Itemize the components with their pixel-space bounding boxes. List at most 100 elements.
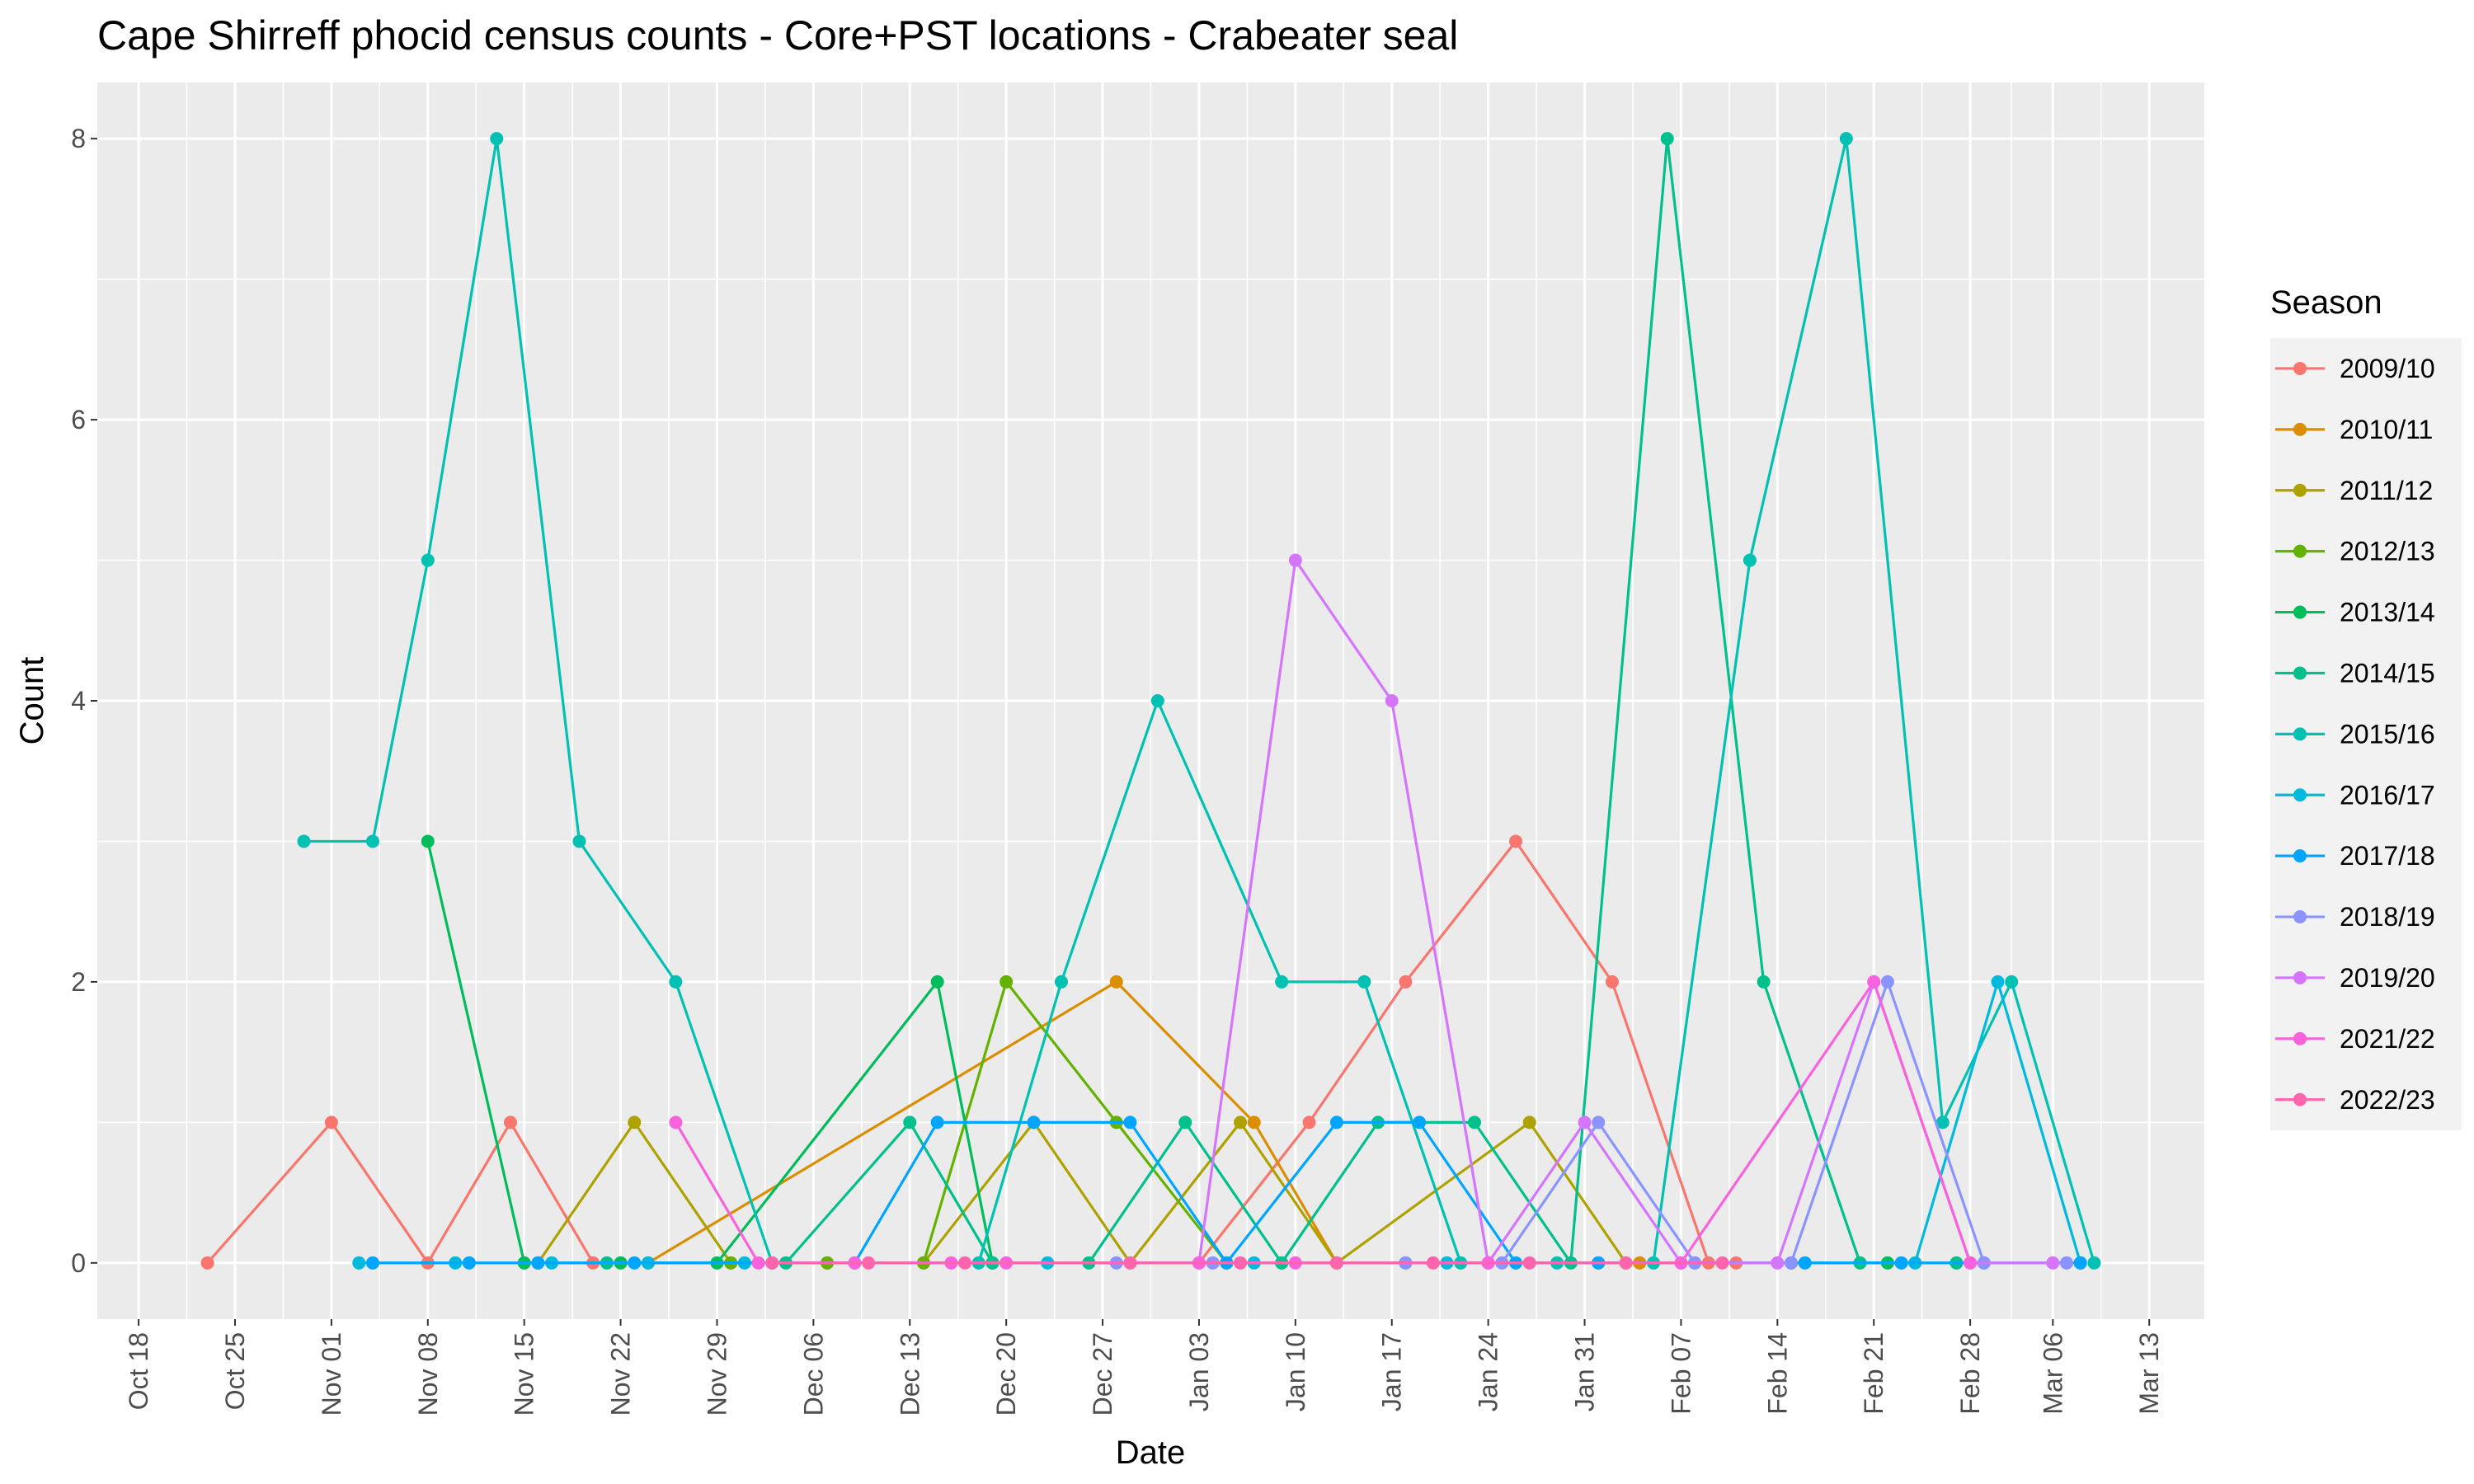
data-point <box>958 1256 972 1270</box>
data-point <box>1399 974 1413 989</box>
legend-item: 2011/12 <box>2275 476 2433 505</box>
data-point <box>765 1256 779 1270</box>
data-point <box>669 974 683 989</box>
data-point <box>2060 1256 2074 1270</box>
legend-label: 2021/22 <box>2340 1024 2435 1054</box>
legend-label: 2010/11 <box>2340 415 2433 444</box>
series-line <box>373 1120 2081 1265</box>
y-tick-label: 4 <box>71 686 86 716</box>
legend-item: 2014/15 <box>2275 658 2435 688</box>
legend-items: 2009/10 2010/11 2011/12 2012/13 2013/14 2014/… <box>2275 354 2435 1115</box>
data-point <box>1880 974 1894 989</box>
y-tick-label: 2 <box>71 967 86 997</box>
data-point <box>1605 974 1619 989</box>
data-point <box>1123 1115 1137 1129</box>
x-tick-label: Mar 13 <box>2134 1332 2164 1415</box>
data-point <box>1964 1256 1978 1270</box>
legend-key-point <box>2293 422 2307 436</box>
data-point <box>1123 1256 1137 1270</box>
data-point <box>1357 974 1371 989</box>
x-tick-label: Jan 24 <box>1474 1332 1503 1411</box>
data-point <box>1385 694 1399 707</box>
legend-label: 2012/13 <box>2340 537 2435 566</box>
x-tick-label: Jan 03 <box>1184 1332 1214 1411</box>
series-line <box>303 137 2095 1265</box>
legend-label: 2015/16 <box>2340 719 2435 749</box>
data-point <box>1757 974 1771 989</box>
data-point <box>421 834 435 848</box>
legend-item: 2018/19 <box>2275 902 2435 932</box>
x-tick-label: Nov 08 <box>413 1332 443 1416</box>
data-point <box>1426 1256 1440 1270</box>
legend-item: 2019/20 <box>2275 963 2435 993</box>
data-point <box>1522 1256 1536 1270</box>
data-point <box>1715 1256 1729 1270</box>
legend-key-point <box>2293 727 2307 741</box>
x-tick-label: Mar 06 <box>2038 1332 2067 1415</box>
data-point <box>200 1256 214 1270</box>
legend-key-point <box>2293 1092 2307 1106</box>
legend-label: 2017/18 <box>2340 841 2435 871</box>
data-point <box>1302 1115 1316 1129</box>
legend-key-point <box>2293 666 2307 680</box>
data-point <box>365 1256 379 1270</box>
legend-label: 2009/10 <box>2340 354 2435 383</box>
x-tick-label: Jan 10 <box>1281 1332 1310 1411</box>
x-tick-label: Feb 21 <box>1859 1332 1888 1415</box>
data-point <box>903 1115 917 1129</box>
data-point <box>1178 1115 1192 1129</box>
x-tick-label: Dec 20 <box>991 1332 1021 1416</box>
legend-item: 2016/17 <box>2275 780 2435 810</box>
legend-label: 2016/17 <box>2340 780 2435 810</box>
data-point <box>1329 1256 1343 1270</box>
data-point <box>1275 974 1289 989</box>
data-point <box>930 1115 944 1129</box>
data-point <box>2046 1256 2060 1270</box>
data-point <box>1509 834 1523 848</box>
x-tick-label: Feb 07 <box>1666 1332 1696 1415</box>
legend-key-point <box>2293 1031 2307 1045</box>
data-point <box>503 1115 517 1129</box>
series-line <box>206 839 1737 1265</box>
x-tick-label: Feb 28 <box>1955 1332 1985 1415</box>
x-tick-label: Nov 15 <box>510 1332 539 1416</box>
series-2022-23 <box>765 1256 1729 1270</box>
legend-key-point <box>2293 849 2307 863</box>
legend-key-point <box>2293 483 2307 497</box>
data-point <box>999 974 1014 989</box>
x-tick-label: Oct 25 <box>220 1332 250 1410</box>
data-point <box>1234 1256 1248 1270</box>
legend-key-point <box>2293 361 2307 375</box>
chart-title: Cape Shirreff phocid census counts - Cor… <box>97 12 1458 59</box>
data-point <box>751 1256 765 1270</box>
legend-item: 2012/13 <box>2275 537 2435 566</box>
data-point <box>421 553 435 567</box>
y-tick-label: 6 <box>71 405 86 434</box>
data-point <box>1771 1256 1785 1270</box>
data-point <box>1247 1115 1261 1129</box>
x-tick-label: Dec 06 <box>798 1332 828 1416</box>
data-point <box>1413 1115 1427 1129</box>
data-point <box>2073 1256 2087 1270</box>
data-point <box>297 834 311 848</box>
legend-label: 2011/12 <box>2340 476 2433 505</box>
legend-label: 2018/19 <box>2340 902 2435 932</box>
series-2014-15 <box>600 132 1964 1270</box>
legend-label: 2013/14 <box>2340 598 2435 627</box>
data-point <box>1894 1256 1908 1270</box>
data-point <box>462 1256 476 1270</box>
data-point <box>352 1256 366 1270</box>
legend: Season 2009/10 2010/11 2011/12 2012/13 2013/… <box>2270 284 2462 1130</box>
legend-key-point <box>2293 605 2307 619</box>
data-point <box>1743 553 1757 567</box>
legend-item: 2022/23 <box>2275 1085 2435 1115</box>
x-tick-label: Nov 22 <box>606 1332 636 1416</box>
data-point <box>669 1115 683 1129</box>
data-point <box>531 1256 545 1270</box>
legend-item: 2009/10 <box>2275 354 2435 383</box>
data-point <box>1839 132 1853 146</box>
data-point <box>2087 1256 2101 1270</box>
data-point <box>1619 1256 1633 1270</box>
legend-item: 2013/14 <box>2275 598 2435 627</box>
